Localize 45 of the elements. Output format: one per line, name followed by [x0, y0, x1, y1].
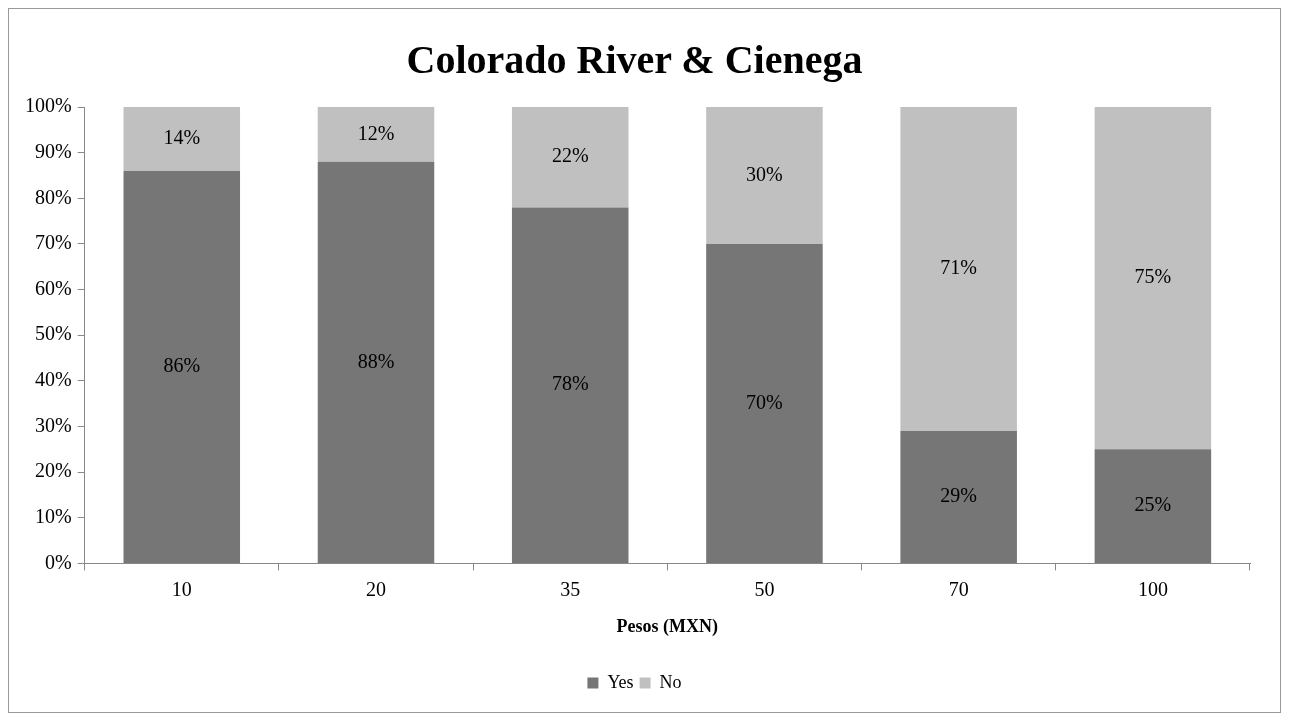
- legend-label: No: [659, 671, 682, 692]
- bar: [511, 207, 629, 563]
- bar: [706, 107, 823, 244]
- y-tick-label: 20%: [34, 459, 72, 482]
- chart-title: Colorado River & Cienega: [406, 37, 863, 83]
- data-label: 75%: [1134, 265, 1172, 288]
- bar: [511, 107, 629, 208]
- y-tick-label: 90%: [34, 139, 72, 162]
- bar: [900, 107, 1017, 432]
- x-tick-label: 20: [366, 577, 386, 600]
- data-label: 12%: [357, 121, 395, 144]
- data-label: 86%: [163, 354, 201, 377]
- bar: [317, 161, 435, 563]
- x-tick-label: 35: [560, 577, 581, 600]
- bar: [123, 170, 241, 563]
- x-axis-title: Pesos (MXN): [616, 615, 719, 637]
- bar: [1094, 107, 1212, 450]
- data-label: 71%: [940, 256, 977, 279]
- data-label: 70%: [746, 390, 783, 413]
- y-tick-label: 40%: [34, 368, 72, 391]
- y-tick-label: 30%: [34, 413, 72, 436]
- y-tick-label: 0%: [44, 550, 72, 573]
- data-label: 25%: [1134, 493, 1172, 516]
- data-label: 78%: [551, 372, 589, 395]
- bar: [317, 107, 435, 162]
- data-label: 22%: [551, 144, 589, 167]
- y-tick-label: 10%: [34, 505, 72, 528]
- x-tick-label: 50: [754, 577, 775, 600]
- data-label: 88%: [357, 349, 395, 372]
- y-tick-label: 50%: [34, 322, 72, 345]
- y-tick-label: 100%: [24, 94, 72, 117]
- data-label: 14%: [163, 126, 201, 149]
- bar: [1094, 449, 1212, 563]
- bar: [706, 243, 823, 563]
- x-tick-label: 70: [948, 577, 969, 600]
- x-tick-label: 10: [171, 577, 192, 600]
- data-label: 29%: [940, 484, 977, 507]
- bar: [123, 107, 241, 171]
- y-tick-label: 80%: [34, 185, 72, 208]
- y-tick-label: 70%: [34, 231, 72, 254]
- y-tick-label: 60%: [34, 276, 72, 299]
- x-tick-label: 100: [1137, 577, 1168, 600]
- data-label: 30%: [746, 162, 783, 185]
- legend-label: Yes: [607, 671, 634, 692]
- bar: [900, 431, 1017, 563]
